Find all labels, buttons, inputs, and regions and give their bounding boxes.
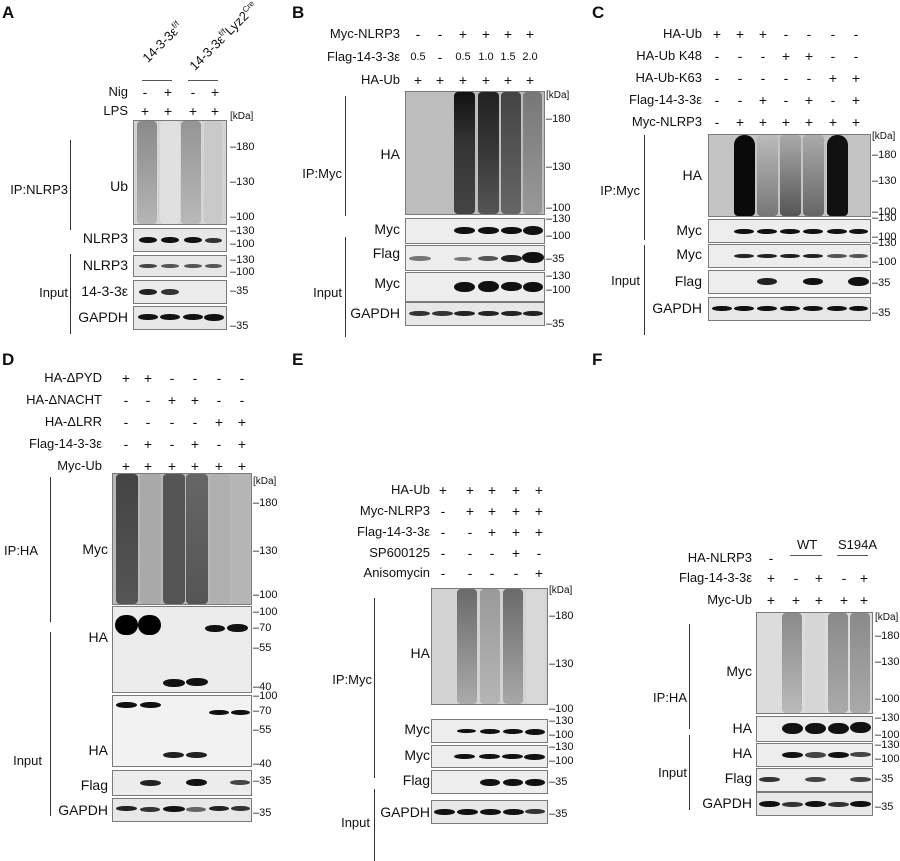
blot-flag <box>405 245 545 271</box>
blot-ha-ip <box>112 606 252 693</box>
condition-row-nig: Nig - + - + <box>108 84 220 100</box>
condition-row-myc-nlrp3: Myc-NLRP3 - + + + + + + <box>631 114 861 130</box>
condition-row-flag: Flag-14-3-3ε 0.5 - 0.5 1.0 1.5 2.0 <box>327 49 538 65</box>
blot-gapdh <box>133 306 227 330</box>
blot-gapdh <box>112 798 252 822</box>
blot-gapdh <box>405 302 545 326</box>
panel-letter: C <box>592 3 605 22</box>
blot-myc-ip <box>708 219 871 243</box>
blot-flag <box>708 270 871 294</box>
panel-c: C HA-Ub + + + - - - - HA-Ub K48 - - - + … <box>590 0 900 340</box>
blot-myc <box>756 612 873 714</box>
panel-letter: D <box>2 350 15 369</box>
panel-letter: A <box>2 3 15 22</box>
panel-letter: B <box>292 3 305 22</box>
blot-myc-input <box>708 244 871 268</box>
panel-e: E HA-Ub + + + + + Myc-NLRP3 - + + + + Fl… <box>290 340 590 861</box>
panel-letter: E <box>292 350 304 369</box>
blot-gapdh <box>756 792 873 816</box>
blot-ha <box>405 91 545 215</box>
condition-row-ha-ub: HA-Ub + + + - - - - <box>662 26 859 42</box>
blot-ha-input <box>112 695 252 767</box>
blot-myc-input <box>405 272 545 302</box>
blot-ub <box>133 120 227 225</box>
section-label-input: Input <box>39 285 68 300</box>
condition-row-ha-ub-k63: HA-Ub-K63 - - - - - + + <box>635 70 861 86</box>
kda-label: [kDa] <box>230 111 254 122</box>
condition-row-lps: LPS + + + + <box>103 103 220 119</box>
section-bracket-input <box>70 254 71 334</box>
blot-myc-input <box>431 745 548 768</box>
blot-ha <box>708 134 871 217</box>
condition-row-ha-ub-k48: HA-Ub K48 - - - + + - - <box>636 48 859 64</box>
condition-row-ha-ub: HA-Ub + + + + + + <box>360 72 535 88</box>
panel-letter: F <box>592 350 603 369</box>
blot-ha-input <box>756 743 873 767</box>
condition-label: LPS <box>103 103 128 118</box>
blot-gapdh <box>431 800 548 824</box>
blot-myc-ip <box>405 218 545 244</box>
blot-myc-ip <box>431 719 548 743</box>
blot-ha <box>431 588 548 705</box>
blot-flag <box>112 770 252 796</box>
condition-row-myc-nlrp3: Myc-NLRP3 - - + + + + <box>329 26 535 42</box>
panel-b: B Myc-NLRP3 - - + + + + Flag-14-3-3ε 0.5… <box>290 0 590 340</box>
blot-nlrp3-ip <box>133 228 227 252</box>
section-label-ip: IP:NLRP3 <box>10 182 68 197</box>
panel-f: F WT S194A HA-NLRP3 - Flag-14-3-3ε + - +… <box>590 340 900 820</box>
condition-label: Nig <box>108 84 128 99</box>
blot-gapdh <box>708 297 871 321</box>
group-label-ff: 14-3-3εf/f <box>139 19 181 66</box>
panel-a: A 14-3-3εf/f 14-3-3εf/fLyz2Cre Nig - + -… <box>0 0 290 340</box>
section-bracket-ip <box>70 140 71 230</box>
blot-flag <box>431 770 548 794</box>
blot-myc <box>112 473 252 605</box>
blot-14-3-3e <box>133 280 227 304</box>
group-line <box>188 80 218 81</box>
panel-d: D HA-ΔPYD + + - - - - HA-ΔNACHT - - + + … <box>0 340 290 822</box>
group-line <box>142 80 172 81</box>
group-label-ff-lyz2cre: 14-3-3εf/fLyz2Cre <box>186 0 257 74</box>
blot-flag <box>756 768 873 792</box>
condition-row-flag: Flag-14-3-3ε - - + - + - + <box>629 92 861 108</box>
blot-ha-ip <box>756 716 873 742</box>
blot-nlrp3-input <box>133 255 227 277</box>
